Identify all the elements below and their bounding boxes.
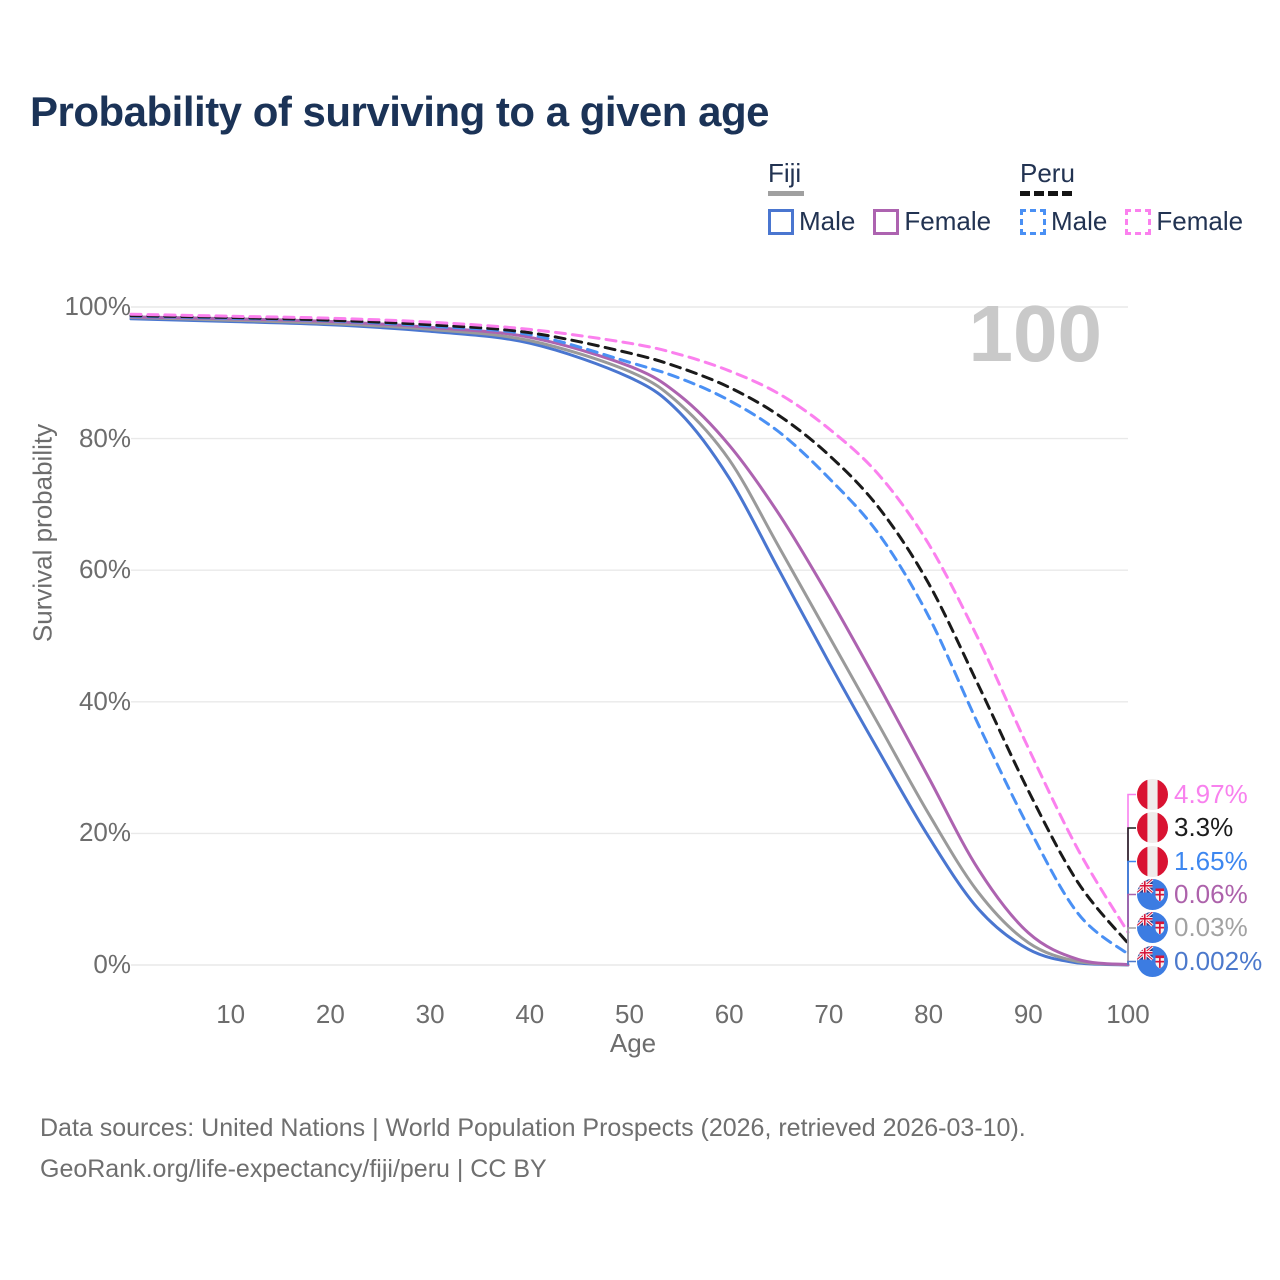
peru-flag-icon	[1137, 779, 1168, 810]
legend-peru-total-line-swatch	[1020, 191, 1072, 197]
end-label-value: 3.3%	[1174, 812, 1234, 842]
y-tick-label-0: 0%	[93, 948, 131, 979]
legend-fiji-header: Fiji	[768, 158, 802, 188]
peru-flag-icon	[1137, 846, 1168, 877]
end-label-value: 4.97%	[1174, 779, 1248, 809]
end-label-peru-total: 3.3%	[1137, 812, 1233, 843]
legend-fiji-female-label[interactable]: Female	[904, 206, 992, 237]
legend-peru-female-label[interactable]: Female	[1156, 206, 1244, 237]
y-tick-label-40: 40%	[78, 685, 131, 716]
legend-group-peru: Peru Male Female	[1020, 158, 1244, 237]
x-tick-label-100: 100	[1106, 999, 1150, 1029]
end-label-connector-fiji-total	[1127, 927, 1136, 965]
peru-flag-icon	[1137, 812, 1168, 843]
fiji-flag-icon	[1137, 879, 1168, 910]
end-label-connector-peru-female	[1127, 793, 1136, 933]
y-tick-label-80: 80%	[78, 422, 131, 453]
curve-fiji-female	[129, 315, 1130, 967]
legend-fiji-total-line-swatch	[768, 191, 804, 197]
y-tick-label-60: 60%	[78, 554, 131, 585]
x-tick-label-20: 20	[315, 999, 345, 1029]
end-label-connector-peru-male	[1127, 860, 1136, 955]
legend-group-fiji: Fiji Male Female	[768, 158, 992, 237]
end-label-value: 0.002%	[1174, 946, 1263, 976]
legend-peru-female-swatch[interactable]	[1125, 208, 1152, 235]
end-label-peru-male: 1.65%	[1137, 846, 1248, 877]
x-tick-label-50: 50	[615, 999, 644, 1029]
x-tick-label-70: 70	[814, 999, 844, 1029]
curve-peru-male	[129, 314, 1130, 956]
age-watermark: 100	[968, 289, 1102, 378]
legend-peru-male-swatch[interactable]	[1020, 208, 1046, 235]
end-label-connector-peru-total	[1127, 827, 1136, 944]
data-source-line2: GeoRank.org/life-expectancy/fiji/peru | …	[40, 1154, 547, 1183]
end-label-value: 0.03%	[1174, 912, 1248, 942]
end-label-fiji-total: 0.03%	[1137, 912, 1248, 943]
end-label-fiji-female: 0.06%	[1137, 879, 1248, 910]
legend-fiji-male-label[interactable]: Male	[799, 206, 856, 237]
x-tick-label-10: 10	[216, 999, 246, 1029]
curve-peru-female	[129, 312, 1130, 934]
curve-fiji-total	[129, 316, 1130, 967]
fiji-flag-icon	[1137, 946, 1168, 977]
end-label-value: 1.65%	[1174, 846, 1248, 876]
end-label-fiji-male: 0.002%	[1137, 946, 1262, 977]
curve-fiji-male	[129, 317, 1130, 967]
x-tick-label-40: 40	[515, 999, 545, 1029]
legend-peru-male-label[interactable]: Male	[1051, 206, 1108, 237]
data-source-line1: Data sources: United Nations | World Pop…	[40, 1114, 1026, 1142]
end-label-peru-female: 4.97%	[1137, 779, 1248, 810]
x-tick-label-90: 90	[1013, 999, 1043, 1029]
end-label-connector-fiji-male	[1127, 960, 1136, 965]
x-tick-label-80: 80	[914, 999, 944, 1029]
x-tick-label-60: 60	[714, 999, 744, 1029]
x-tick-label-30: 30	[415, 999, 445, 1029]
y-tick-label-20: 20%	[78, 817, 131, 848]
legend-fiji-male-swatch[interactable]	[768, 208, 794, 235]
end-label-value: 0.06%	[1174, 879, 1248, 909]
y-tick-label-100: 100%	[64, 290, 132, 321]
legend-fiji-female-swatch[interactable]	[873, 208, 900, 235]
legend-peru-header: Peru	[1020, 158, 1075, 188]
end-label-connector-fiji-female	[1127, 893, 1136, 965]
page-title: Probability of surviving to a given age	[30, 88, 769, 135]
fiji-flag-icon	[1137, 912, 1168, 943]
x-axis-title: Age	[609, 1028, 657, 1058]
data-source-note: Data sources: United Nations | World Pop…	[40, 1108, 1026, 1189]
y-axis-title: Survival probability	[27, 423, 58, 643]
curve-peru-total	[129, 314, 1130, 945]
